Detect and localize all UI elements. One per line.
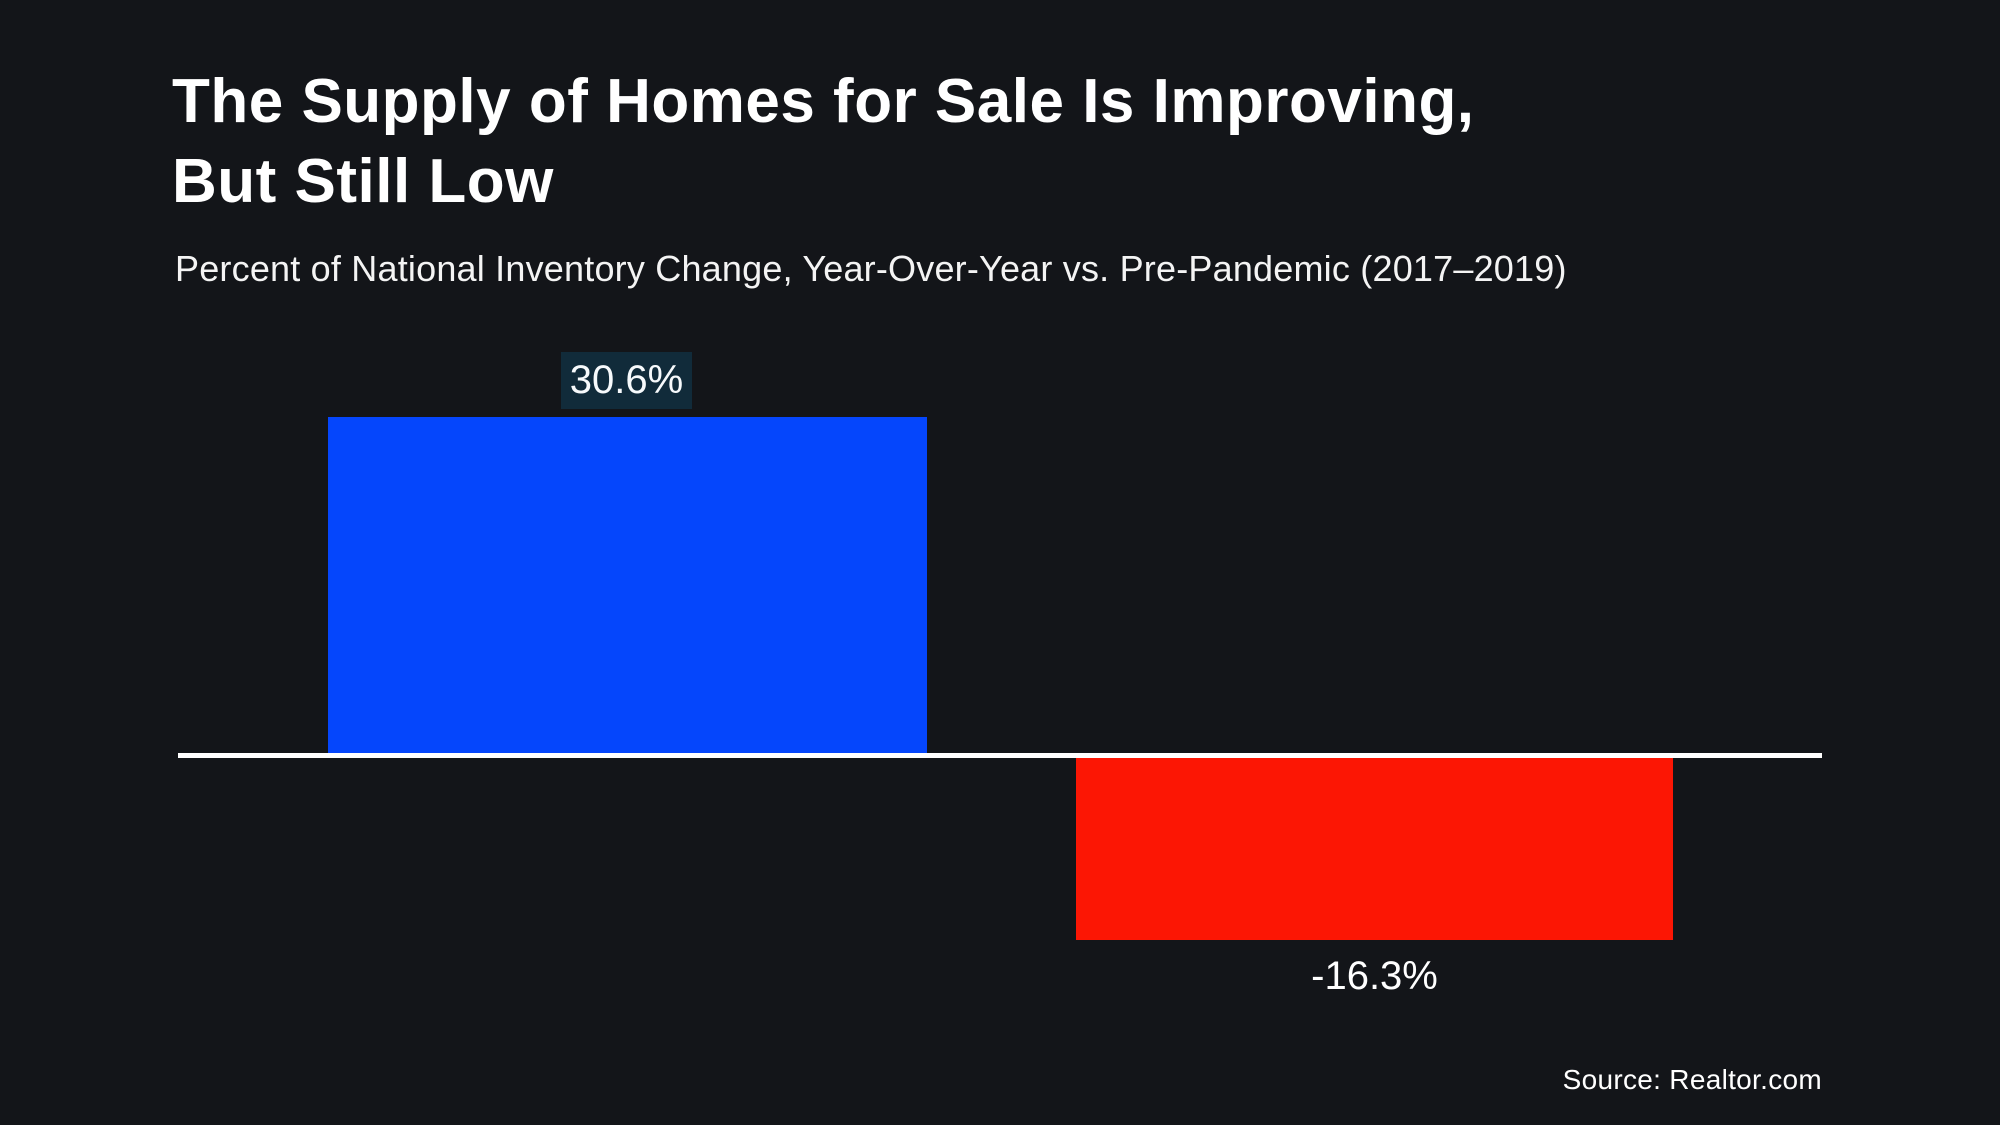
zero-baseline	[178, 753, 1822, 758]
source-credit: Source: Realtor.com	[1562, 1064, 1822, 1095]
negative-bar	[1076, 758, 1673, 940]
page-title-line2: But Still Low	[172, 147, 554, 216]
negative-bar-value-label: -16.3%	[1311, 954, 1438, 998]
positive-bar-value-label: 30.6%	[561, 352, 692, 409]
page-title: The Supply of Homes for Sale Is Improvin…	[172, 62, 1475, 222]
page-title-line1: The Supply of Homes for Sale Is Improvin…	[172, 67, 1475, 136]
positive-bar	[328, 417, 927, 753]
chart-subtitle: Percent of National Inventory Change, Ye…	[175, 248, 1567, 289]
